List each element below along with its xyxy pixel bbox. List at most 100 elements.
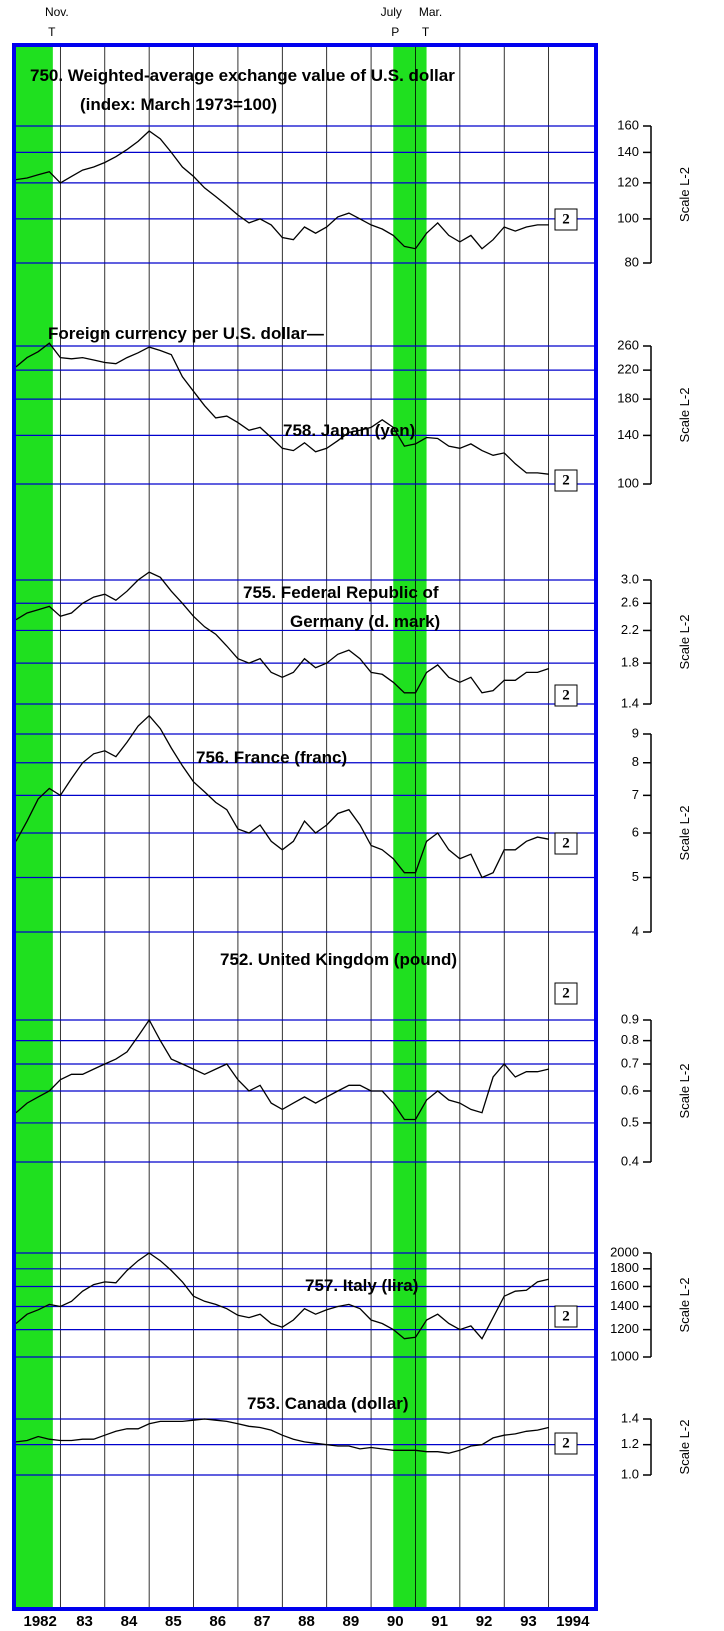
y-tick-label: 1.8 xyxy=(621,655,639,670)
x-tick-label: 1982 xyxy=(24,1613,57,1630)
y-tick-label: 160 xyxy=(617,117,639,132)
note-box xyxy=(554,1305,578,1328)
y-tick-label: 1.2 xyxy=(621,1436,639,1451)
series-line xyxy=(15,1018,549,1121)
recession-month: Mar. xyxy=(419,5,442,19)
grid xyxy=(14,46,596,1608)
panel-title: 758. Japan (yen) xyxy=(283,421,415,440)
x-tick-label: 88 xyxy=(298,1613,315,1630)
y-tick-label: 1.4 xyxy=(621,1410,639,1425)
series-line xyxy=(15,1418,549,1454)
x-tick-label: 93 xyxy=(520,1613,537,1630)
series-line xyxy=(15,714,549,879)
y-tick-label: 3.0 xyxy=(621,571,639,586)
note-box xyxy=(554,982,578,1005)
y-tick-label: 7 xyxy=(632,787,639,802)
series-line xyxy=(15,1252,549,1340)
y-tick-label: 2000 xyxy=(610,1244,639,1259)
y-tick-label: 260 xyxy=(617,337,639,352)
series-line xyxy=(15,130,549,250)
series-line xyxy=(15,342,549,475)
recession-bands xyxy=(16,46,427,1608)
recession-band xyxy=(393,46,427,1608)
note: 2 xyxy=(562,472,570,488)
note: 2 xyxy=(562,211,570,227)
axis-label: Scale L-2 xyxy=(677,1278,692,1333)
panel-title: 756. France (franc) xyxy=(196,748,347,767)
y-tick-label: 1200 xyxy=(610,1321,639,1336)
note: 2 xyxy=(562,835,570,851)
y-tick-label: 0.4 xyxy=(621,1153,639,1168)
panel-title: 755. Federal Republic of xyxy=(243,583,439,602)
recession-band xyxy=(16,46,53,1608)
x-tick-label: 91 xyxy=(431,1613,448,1630)
y-tick-label: 0.5 xyxy=(621,1114,639,1129)
x-tick-label: 85 xyxy=(165,1613,182,1630)
y-tick-label: 5 xyxy=(632,869,639,884)
y-tick-label: 120 xyxy=(617,174,639,189)
x-tick-label: 89 xyxy=(343,1613,360,1630)
y-tick-label: 1600 xyxy=(610,1278,639,1293)
x-tick-label: 83 xyxy=(76,1613,93,1630)
y-tick-label: 4 xyxy=(632,923,639,938)
x-tick-label: 92 xyxy=(476,1613,493,1630)
axis-label: Scale L-2 xyxy=(677,1064,692,1119)
y-tick-label: 100 xyxy=(617,475,639,490)
x-tick-label: 87 xyxy=(254,1613,271,1630)
note-box xyxy=(554,469,578,492)
y-tick-label: 1.4 xyxy=(621,695,639,710)
y-tick-label: 0.8 xyxy=(621,1032,639,1047)
x-tick-label: 86 xyxy=(209,1613,226,1630)
recession-month: Nov. xyxy=(45,5,69,19)
y-tick-label: 1.0 xyxy=(621,1466,639,1481)
note: 2 xyxy=(562,687,570,703)
y-tick-label: 80 xyxy=(625,254,639,269)
axis-label: Scale L-2 xyxy=(677,388,692,443)
y-tick-label: 1000 xyxy=(610,1348,639,1363)
note: 2 xyxy=(562,1308,570,1324)
note-box xyxy=(554,1432,578,1455)
y-tick-label: 180 xyxy=(617,391,639,406)
plot-frame xyxy=(12,43,598,1611)
note-box xyxy=(554,832,578,855)
y-tick-label: 0.9 xyxy=(621,1011,639,1026)
panel-title: Germany (d. mark) xyxy=(290,612,440,631)
y-tick-label: 6 xyxy=(632,824,639,839)
x-tick-label: 84 xyxy=(121,1613,138,1630)
axis-label: Scale L-2 xyxy=(677,806,692,861)
note: 2 xyxy=(562,985,570,1001)
panel-title: 750. Weighted-average exchange value of … xyxy=(30,66,455,85)
recession-mark: T xyxy=(422,25,430,39)
series-lines xyxy=(15,130,549,1454)
y-tick-label: 0.6 xyxy=(621,1082,639,1097)
axis-label: Scale L-2 xyxy=(677,615,692,670)
y-tick-label: 2.6 xyxy=(621,595,639,610)
y-tick-label: 8 xyxy=(632,754,639,769)
series-line xyxy=(15,571,549,694)
y-tick-label: 9 xyxy=(632,725,639,740)
panel-title: 752. United Kingdom (pound) xyxy=(220,950,457,969)
heading: Foreign currency per U.S. dollar— xyxy=(48,324,324,343)
note-box xyxy=(554,684,578,707)
x-tick-label: 90 xyxy=(387,1613,404,1630)
axis-label: Scale L-2 xyxy=(677,167,692,222)
note-box xyxy=(554,208,578,231)
y-tick-label: 1400 xyxy=(610,1298,639,1313)
note: 2 xyxy=(562,1435,570,1451)
axis-label: Scale L-2 xyxy=(677,1420,692,1475)
y-tick-label: 2.2 xyxy=(621,622,639,637)
panel-title: (index: March 1973=100) xyxy=(80,95,277,114)
y-tick-label: 1800 xyxy=(610,1260,639,1275)
x-tick-label: 1994 xyxy=(556,1613,590,1630)
recession-mark: P xyxy=(391,25,399,39)
recession-month: July xyxy=(381,5,402,19)
panel-title: 753. Canada (dollar) xyxy=(247,1394,409,1413)
y-tick-label: 100 xyxy=(617,210,639,225)
recession-mark: T xyxy=(48,25,56,39)
y-tick-label: 140 xyxy=(617,427,639,442)
y-tick-label: 140 xyxy=(617,144,639,159)
y-tick-label: 0.7 xyxy=(621,1055,639,1070)
y-tick-label: 220 xyxy=(617,362,639,377)
